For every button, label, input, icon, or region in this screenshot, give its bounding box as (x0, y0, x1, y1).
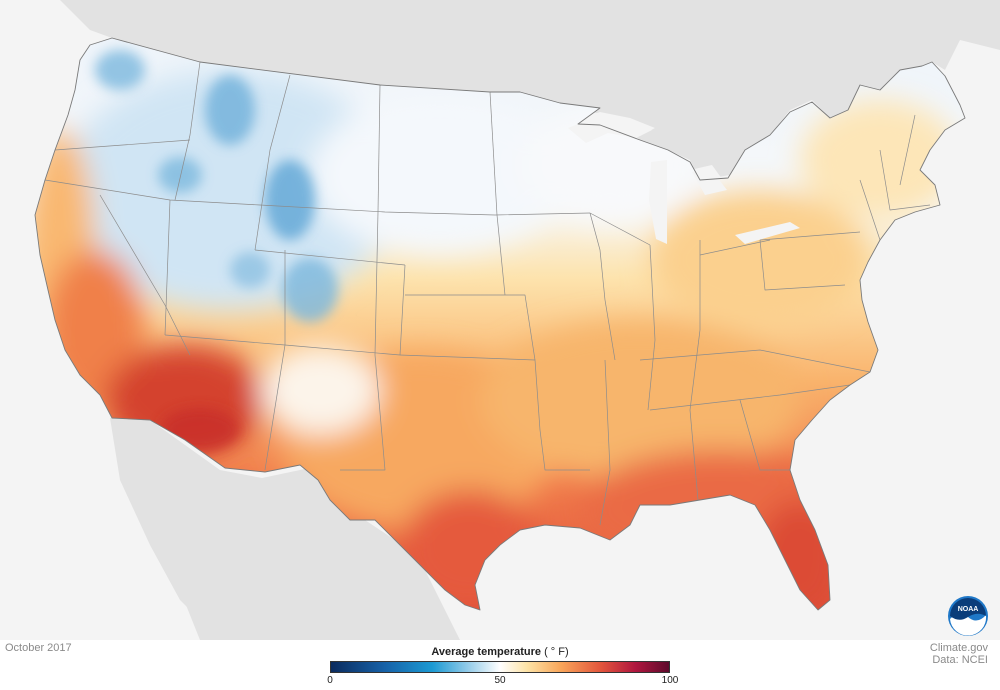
legend-tick-min: 0 (327, 675, 333, 686)
state-boundary-line (164, 334, 286, 346)
state-boundary-line (405, 294, 536, 361)
baja-land (112, 420, 225, 640)
state-boundary-line (859, 179, 881, 241)
credit-data: Data: NCEI (932, 654, 988, 666)
state-boundary-line (496, 214, 506, 296)
state-boundary-line (539, 429, 590, 471)
map-area: NOAA (0, 0, 1000, 640)
state-boundary-line (759, 231, 861, 241)
us-border-line (34, 37, 966, 611)
state-boundaries (34, 37, 966, 611)
state-boundary-line (374, 211, 379, 356)
state-boundary-line (340, 354, 386, 471)
state-boundary-line (99, 194, 191, 356)
state-boundary-line (599, 359, 611, 526)
great-lakes-overlay (568, 116, 800, 244)
state-boundary-line (254, 249, 406, 266)
canada-land (60, 0, 1000, 180)
legend-color-bar (330, 661, 670, 673)
legend-unit: ( ° F) (544, 646, 569, 658)
state-boundary-line (489, 91, 498, 216)
state-boundary-line (589, 212, 651, 246)
state-boundary-line (689, 240, 701, 501)
state-boundary-line (759, 239, 846, 291)
state-boundary-line (54, 139, 191, 151)
state-boundary-line (639, 349, 871, 373)
credit-block: Climate.gov Data: NCEI (930, 642, 988, 666)
state-boundary-line (254, 74, 291, 251)
state-boundary-line (589, 212, 616, 361)
state-boundary-line (164, 199, 171, 336)
legend-title: Average temperature ( ° F) (330, 646, 670, 658)
state-boundary-line (649, 384, 851, 411)
state-boundary-line (174, 61, 201, 201)
noaa-logo-text: NOAA (958, 606, 979, 613)
state-boundary-line (259, 204, 591, 216)
date-label: October 2017 (5, 642, 72, 654)
state-boundary-line (377, 84, 381, 213)
neighbor-land (60, 0, 1000, 640)
state-boundary-line (899, 114, 916, 186)
noaa-logo: NOAA (948, 596, 988, 636)
legend-tick-mid: 50 (494, 675, 506, 686)
legend-tick-max: 100 (661, 675, 679, 686)
state-boundary-line (699, 239, 771, 256)
us-temperature-map (34, 0, 1000, 640)
state-boundary-line (739, 399, 790, 471)
legend-title-text: Average temperature (431, 646, 541, 658)
state-boundary-line (879, 149, 931, 211)
credit-source: Climate.gov (929, 642, 988, 654)
state-boundary-line (647, 244, 656, 411)
